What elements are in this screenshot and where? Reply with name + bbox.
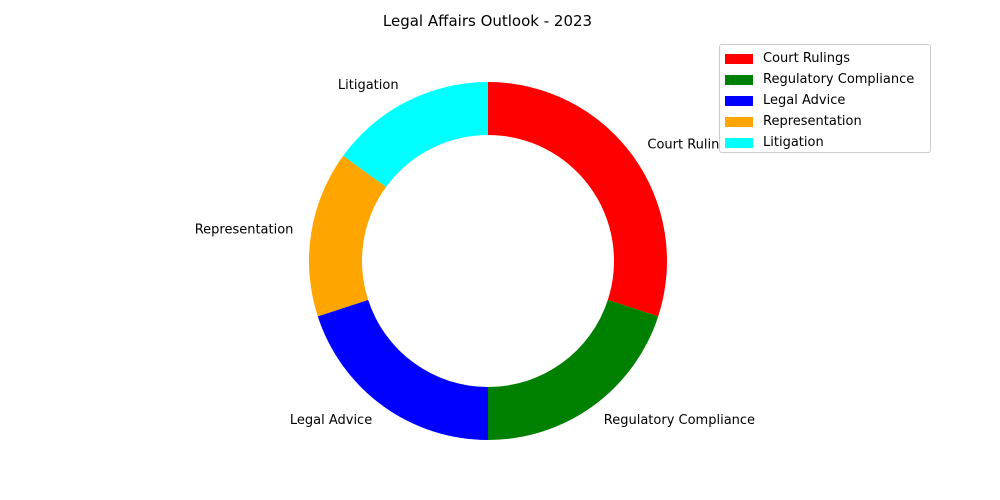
slice-representation <box>309 155 387 317</box>
legend-label: Regulatory Compliance <box>763 72 915 87</box>
legend-swatch <box>725 74 753 85</box>
legend: Court Rulings Regulatory Compliance Legal … <box>719 44 931 153</box>
chart-title: Legal Affairs Outlook - 2023 <box>382 12 593 30</box>
legend-swatch <box>725 137 753 148</box>
legend-swatch <box>725 95 753 106</box>
slice-label-litigation: Litigation <box>338 78 399 93</box>
slice-labels: Court Rulings Regulatory Compliance Legal … <box>195 78 755 428</box>
slice-court-rulings <box>488 82 667 317</box>
donut-slices <box>309 82 667 440</box>
slice-regulatory-compliance <box>488 299 659 440</box>
legend-item-court-rulings: Court Rulings <box>720 48 930 69</box>
slice-legal-advice <box>317 299 488 440</box>
slice-label-regulatory-compliance: Regulatory Compliance <box>604 413 755 428</box>
legend-swatch <box>725 116 753 127</box>
legend-swatch <box>725 53 753 64</box>
legend-label: Litigation <box>763 135 824 150</box>
legend-item-representation: Representation <box>720 111 930 132</box>
legend-item-litigation: Litigation <box>720 132 930 153</box>
legend-label: Representation <box>763 114 862 129</box>
slice-litigation <box>343 82 488 187</box>
legend-item-legal-advice: Legal Advice <box>720 90 930 111</box>
legend-item-regulatory-compliance: Regulatory Compliance <box>720 69 930 90</box>
slice-label-legal-advice: Legal Advice <box>290 413 372 428</box>
slice-label-court-rulings: Court Rulings <box>647 138 734 153</box>
legend-label: Court Rulings <box>763 51 851 66</box>
slice-label-representation: Representation <box>195 223 294 238</box>
legend-label: Legal Advice <box>763 93 846 108</box>
